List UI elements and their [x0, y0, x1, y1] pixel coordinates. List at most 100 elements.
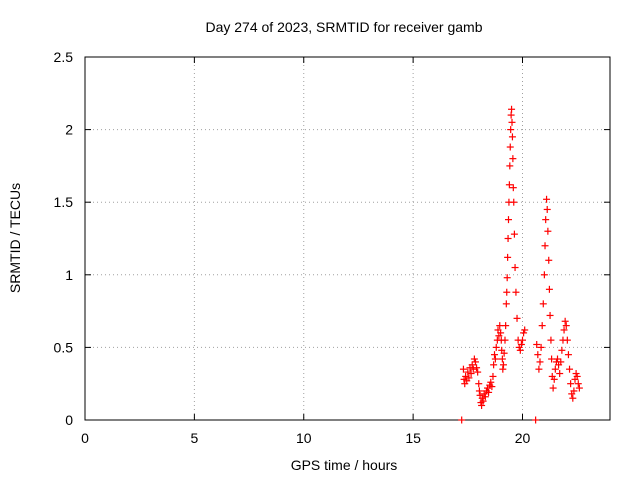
axis-ticks [84, 56, 610, 421]
data-point [543, 195, 551, 203]
data-point [508, 133, 516, 141]
data-point [481, 393, 489, 401]
tick-labels: 0 5 10 15 20 0 0.5 1 1.5 2 2.5 [54, 49, 531, 446]
data-point [489, 372, 497, 380]
data-point [506, 162, 514, 170]
data-point [508, 105, 516, 113]
data-point [473, 364, 481, 372]
data-point [510, 230, 518, 238]
data-point [502, 322, 510, 330]
data-point [479, 397, 487, 405]
data-point [505, 181, 513, 189]
data-point [512, 288, 520, 296]
data-point [492, 343, 500, 351]
data-point [505, 216, 512, 224]
data-point [459, 365, 467, 373]
data-point [556, 370, 564, 378]
data-point [497, 329, 505, 337]
data-point [574, 380, 582, 388]
data-point [462, 372, 470, 380]
data-point [560, 326, 568, 334]
data-point [546, 311, 554, 319]
data-point [499, 365, 507, 373]
y-tick-label: 2.5 [54, 49, 74, 65]
data-point [519, 336, 526, 344]
data-point [558, 346, 566, 354]
y-tick-label: 0 [65, 412, 73, 428]
data-point [502, 300, 510, 308]
data-point [490, 361, 498, 369]
data-point [503, 288, 511, 296]
data-point [467, 370, 475, 378]
data-point [485, 388, 493, 396]
data-point [504, 253, 512, 261]
data-point [478, 401, 486, 409]
data-point [539, 300, 547, 308]
data-point [521, 326, 529, 334]
data-point [517, 340, 525, 348]
data-point [575, 384, 583, 392]
data-point [536, 358, 544, 366]
data-point [498, 355, 506, 363]
data-point [562, 322, 570, 330]
data-point [507, 126, 515, 134]
data-point [542, 216, 550, 224]
y-tick-label: 1 [65, 267, 73, 283]
data-point [544, 227, 552, 235]
data-point [538, 322, 546, 330]
x-tick-label: 15 [405, 430, 421, 446]
data-point [561, 317, 569, 325]
x-tick-label: 0 [81, 430, 89, 446]
y-tick-label: 2 [65, 122, 73, 138]
data-point [537, 343, 545, 351]
data-point [564, 351, 572, 359]
y-axis-label: SRMTID / TECUs [7, 183, 23, 293]
data-point [570, 387, 578, 395]
data-point [534, 351, 542, 359]
data-point [548, 355, 556, 363]
data-point [569, 394, 577, 402]
x-axis-label: GPS time / hours [291, 457, 398, 473]
data-point [509, 184, 517, 192]
data-point [475, 387, 483, 395]
data-point [487, 378, 495, 386]
data-point [533, 340, 541, 348]
data-point [516, 346, 524, 354]
data-point [469, 365, 477, 373]
data-point [535, 365, 543, 373]
data-point [475, 380, 483, 388]
data-point [464, 368, 472, 376]
data-point [474, 368, 482, 376]
data-point [547, 336, 555, 344]
x-tick-label: 20 [515, 430, 531, 446]
data-point [508, 118, 516, 126]
grid-layer [85, 57, 610, 420]
y-tick-label: 1.5 [54, 194, 74, 210]
data-point [532, 416, 540, 424]
x-tick-label: 10 [296, 430, 312, 446]
data-point [567, 380, 575, 388]
data-point [557, 358, 565, 366]
data-point [550, 375, 558, 383]
data-point [500, 349, 508, 357]
data-point [465, 374, 473, 382]
data-point [509, 155, 517, 163]
x-tick-label: 5 [190, 430, 198, 446]
data-point [504, 235, 512, 242]
data-point [545, 256, 553, 264]
data-point [540, 271, 548, 279]
data-point [503, 274, 511, 282]
data-point [506, 143, 514, 151]
data-point [543, 205, 551, 213]
data-point [510, 198, 518, 206]
chart-title: Day 274 of 2023, SRMTID for receiver gam… [205, 19, 482, 35]
data-point [549, 384, 557, 392]
data-point [566, 365, 574, 373]
plot-frame [84, 56, 611, 421]
data-point [541, 242, 549, 250]
data-points [458, 105, 583, 424]
data-point [458, 416, 466, 424]
data-point [499, 361, 507, 369]
data-point [573, 372, 581, 380]
